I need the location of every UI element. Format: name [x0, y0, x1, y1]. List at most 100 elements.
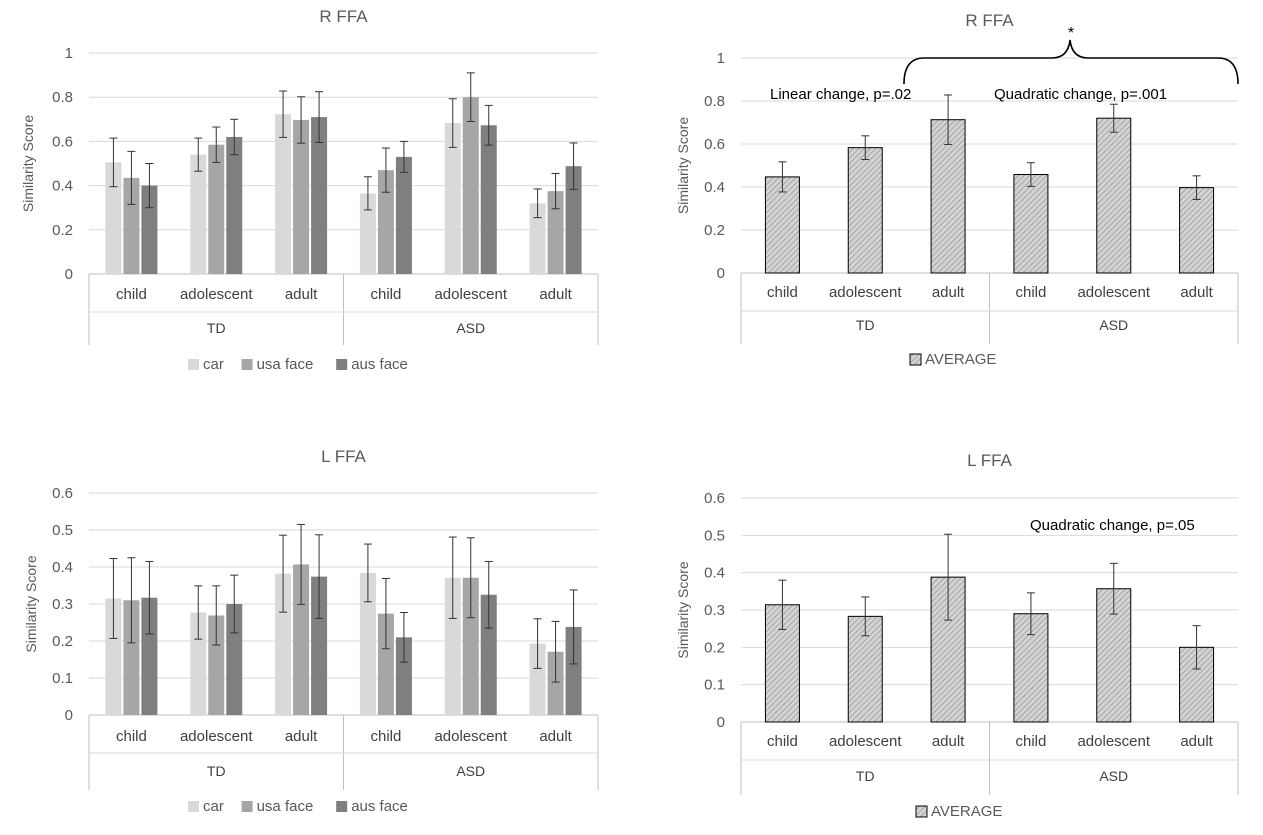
bar	[529, 203, 546, 274]
bar	[1096, 117, 1132, 274]
y-tick-label: 0.5	[704, 527, 725, 544]
bar	[275, 114, 292, 274]
x-tick-label: adolescent	[434, 728, 507, 745]
x-tick-label: child	[116, 286, 147, 303]
bar	[377, 613, 394, 715]
x-tick-label: adult	[932, 733, 965, 750]
y-tick-label: 1	[717, 50, 725, 67]
x-tick-label: adolescent	[1077, 284, 1150, 301]
chart-l-ffa-conditions: L FFA Similarity Score 0 0.1 0.2 0.3 0.4 0.5 0…	[23, 447, 599, 815]
bar	[190, 154, 207, 274]
y-axis-label: Similarity Score	[675, 117, 691, 214]
bar	[1013, 174, 1049, 274]
y-tick-label: 0.6	[704, 490, 725, 507]
legend: car usa face aus face	[188, 356, 408, 373]
bar	[565, 626, 582, 715]
chart-title: L FFA	[321, 447, 366, 466]
group-label: ASD	[1099, 768, 1128, 784]
annotation-quadratic-change: Quadratic change, p=.05	[1030, 517, 1195, 534]
x-tick-label: adult	[285, 728, 318, 745]
bar	[462, 97, 479, 274]
y-tick-label: 0.4	[704, 565, 725, 582]
x-tick-label: child	[370, 286, 401, 303]
y-tick-label: 0.6	[704, 136, 725, 153]
y-tick-label: 0.6	[52, 133, 73, 150]
x-tick-label: adult	[285, 286, 318, 303]
x-tick-label: adult	[932, 284, 965, 301]
x-tick-label: adolescent	[829, 733, 902, 750]
bar	[275, 573, 292, 715]
legend-swatch	[915, 805, 928, 818]
bar	[480, 125, 497, 274]
y-tick-label: 0.4	[52, 178, 73, 195]
y-tick-label: 0.2	[704, 222, 725, 239]
bar	[311, 117, 328, 274]
x-tick-label: child	[1015, 284, 1046, 301]
bar	[444, 123, 461, 274]
group-label: ASD	[1099, 317, 1128, 333]
legend-swatch	[241, 801, 253, 812]
y-tick-label: 0.8	[704, 93, 725, 110]
bar	[208, 615, 225, 715]
group-label: TD	[856, 317, 875, 333]
legend-label: aus face	[351, 356, 408, 373]
bar	[1179, 187, 1215, 274]
y-tick-label: 0.2	[52, 222, 73, 239]
bar	[226, 136, 243, 274]
y-tick-label: 0	[65, 266, 73, 283]
y-tick-label: 0.2	[52, 633, 73, 650]
group-label: ASD	[456, 320, 485, 336]
y-tick-label: 0.6	[52, 485, 73, 502]
x-tick-label: adult	[539, 728, 572, 745]
x-tick-label: child	[370, 728, 401, 745]
bar	[226, 604, 243, 715]
y-tick-label: 0.4	[704, 179, 725, 196]
x-tick-label: adult	[539, 286, 572, 303]
bar	[190, 612, 207, 715]
bar	[208, 144, 225, 274]
bar	[547, 191, 564, 274]
chart-r-ffa-conditions: R FFA Similarity Score 0 0.2 0.4 0.6 0.8 1 ch…	[20, 7, 599, 373]
legend-label: car	[203, 356, 224, 373]
group-label: TD	[207, 320, 226, 336]
bar	[105, 162, 122, 274]
legend-swatch	[336, 359, 348, 370]
y-tick-label: 0.3	[52, 596, 73, 613]
x-tick-label: child	[116, 728, 147, 745]
legend-swatch	[241, 359, 253, 370]
legend-label: car	[203, 798, 224, 815]
legend: AVERAGE	[909, 351, 996, 368]
bar	[359, 193, 376, 274]
x-tick-label: adolescent	[180, 286, 253, 303]
bar	[930, 119, 966, 274]
y-tick-label: 0	[717, 265, 725, 282]
x-tick-label: adolescent	[180, 728, 253, 745]
bar	[444, 577, 461, 715]
group-label: ASD	[456, 763, 485, 779]
bar	[377, 170, 394, 274]
legend-swatch	[188, 801, 199, 812]
y-tick-label: 0	[717, 714, 725, 731]
legend-label: aus face	[351, 798, 408, 815]
bar	[480, 594, 497, 715]
bar	[847, 147, 883, 274]
legend-swatch	[336, 801, 348, 812]
x-tick-label: adolescent	[434, 286, 507, 303]
significance-brace	[903, 39, 1239, 85]
y-axis-label: Similarity Score	[23, 555, 39, 652]
bar	[547, 651, 564, 715]
chart-title: R FFA	[965, 11, 1014, 30]
y-tick-label: 1	[65, 45, 73, 62]
x-tick-label: child	[767, 284, 798, 301]
bar	[293, 564, 310, 715]
bar	[123, 177, 140, 274]
bar	[764, 176, 800, 274]
bar	[293, 119, 310, 274]
x-tick-label: child	[767, 733, 798, 750]
x-tick-label: child	[1015, 733, 1046, 750]
x-tick-label: adult	[1180, 733, 1213, 750]
annotation-quadratic-change: Quadratic change, p=.001	[994, 86, 1167, 103]
y-axis-label: Similarity Score	[675, 561, 691, 658]
legend: AVERAGE	[915, 803, 1002, 820]
